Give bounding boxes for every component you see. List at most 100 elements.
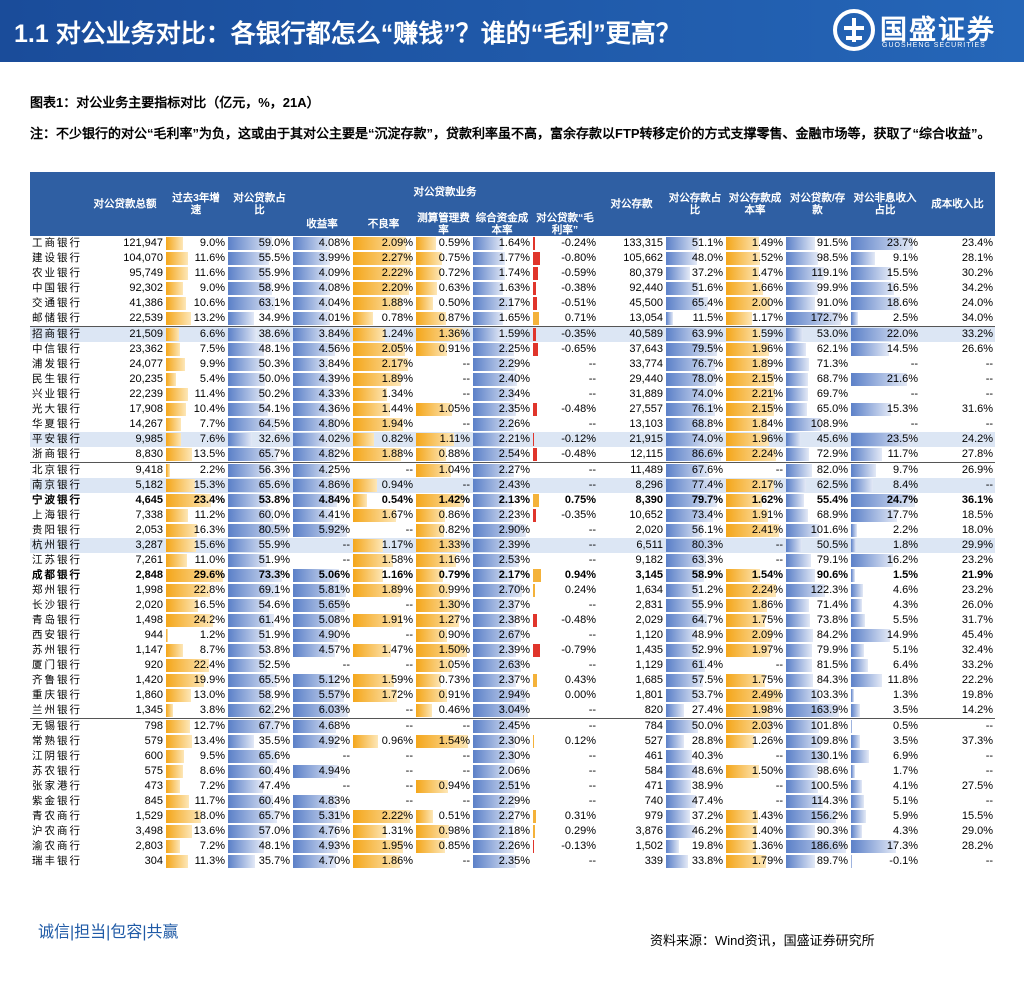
data-bar	[416, 509, 446, 522]
cell-text: 3.84%	[318, 358, 350, 370]
data-bar	[416, 252, 442, 265]
data-bar	[786, 735, 822, 748]
cell-text: 4.09%	[318, 267, 350, 279]
cell-text: 0.31%	[564, 810, 597, 822]
data-bar	[353, 689, 397, 702]
cell: 2.5%	[850, 311, 921, 327]
cell: 苏农银行	[30, 764, 85, 779]
cell: 4.36%	[292, 402, 352, 417]
cell: 民生银行	[30, 372, 85, 387]
cell: 798	[85, 719, 165, 735]
data-bar	[473, 539, 517, 552]
cell-text: 2.53%	[498, 554, 530, 566]
cell: 1.11%	[415, 432, 472, 447]
cell-text: 8,296	[635, 479, 664, 491]
cell: -0.38%	[532, 281, 598, 296]
cell-text: 9.5%	[199, 750, 225, 762]
cell: 2.53%	[472, 553, 532, 568]
cell-text: 2.00%	[751, 297, 784, 309]
data-bar	[228, 539, 270, 552]
cell-text: 1,529	[135, 810, 163, 822]
cell: 4,645	[85, 493, 165, 508]
cell: 0.5%	[850, 719, 920, 735]
cell: 1,420	[85, 673, 165, 688]
cell: --	[920, 417, 995, 432]
cell-text: 40,589	[629, 328, 664, 340]
cell-text: 1.89%	[381, 373, 413, 385]
cell-text: 21.6%	[886, 373, 919, 385]
cell-text: 0.98%	[438, 825, 470, 837]
data-bar	[666, 795, 697, 808]
cell: 68.8%	[665, 417, 725, 432]
cell: 工商银行	[30, 236, 85, 251]
cell-text: 5.92%	[318, 524, 350, 536]
data-bar	[353, 312, 373, 325]
cell: 5.65%	[292, 598, 352, 613]
cell: 1.17%	[352, 538, 415, 553]
cell-text: 52.5%	[258, 659, 290, 671]
cell-text: 苏州银行	[32, 644, 82, 656]
cell: 63.9%	[665, 326, 726, 342]
data-bar	[851, 312, 858, 325]
cell: 29.6%	[165, 568, 227, 583]
cell: 4.02%	[292, 432, 352, 447]
cell-text: 中信银行	[32, 343, 82, 355]
cell: 79.7%	[665, 493, 725, 508]
cell: 2.51%	[472, 779, 532, 794]
cell-text: 38.9%	[691, 780, 724, 792]
cell-text: 23.4%	[961, 237, 994, 249]
cell-text: 3.5%	[892, 704, 919, 716]
data-bar	[726, 810, 758, 823]
cell-text: 3.04%	[498, 704, 530, 716]
cell: 52.5%	[227, 658, 292, 673]
cell: --	[532, 357, 598, 372]
cell: 2.43%	[472, 478, 532, 493]
cell-text: 48.6%	[691, 765, 724, 777]
data-bar	[851, 448, 882, 461]
cell-text: 2.09%	[751, 629, 784, 641]
cell: 1,120	[598, 628, 665, 643]
data-bar	[166, 312, 192, 325]
data-bar	[851, 509, 898, 522]
data-bar	[666, 765, 698, 778]
cell: 51.9%	[227, 553, 292, 568]
table-row: 招商银行 21,509 6.6% 38.6% 3.84% 1.24% 1.36% 1.59% -…	[30, 326, 996, 342]
data-bar	[416, 403, 452, 416]
table-row: 无锡银行 798 12.7% 67.7% 4.68% -- -- 2.45% -- 784 50.0…	[30, 719, 995, 735]
data-bar	[533, 509, 536, 522]
cell: 28.1%	[920, 251, 995, 266]
cell-text: 1,420	[135, 674, 163, 686]
data-bar	[166, 735, 192, 748]
cell-text: 57.5%	[691, 674, 724, 686]
cell: 101.8%	[785, 719, 850, 735]
cell: 4.1%	[850, 779, 920, 794]
cell-text: 56.3%	[258, 464, 290, 476]
cell: 1.66%	[725, 281, 785, 296]
cell: -0.48%	[532, 613, 598, 628]
cell-text: 14.5%	[886, 343, 919, 355]
data-bar	[473, 569, 513, 582]
data-bar	[666, 780, 691, 793]
cell-text: 1.98%	[751, 704, 784, 716]
cell-text: 2.24%	[751, 584, 784, 596]
data-bar	[228, 237, 272, 250]
cell: 0.54%	[352, 493, 415, 508]
cell-text: --	[775, 750, 784, 762]
data-bar	[228, 674, 277, 687]
cell: 65.7%	[227, 447, 292, 463]
cell-text: 0.51%	[438, 810, 470, 822]
cell: 37.2%	[665, 266, 725, 281]
cell-text: 23.7%	[886, 237, 919, 249]
cell-text: 成都银行	[32, 569, 82, 581]
data-bar	[666, 433, 714, 446]
cell: 渝农商行	[30, 839, 85, 854]
data-bar	[166, 659, 210, 672]
data-bar	[851, 614, 866, 627]
cell-text: 53.0%	[816, 328, 849, 340]
cell-text: 1.58%	[381, 554, 413, 566]
cell: 4.56%	[292, 342, 352, 357]
cell: 0.71%	[532, 311, 599, 327]
cell: 北京银行	[30, 463, 85, 479]
data-bar	[353, 539, 383, 552]
cell: 1.88%	[352, 447, 415, 463]
